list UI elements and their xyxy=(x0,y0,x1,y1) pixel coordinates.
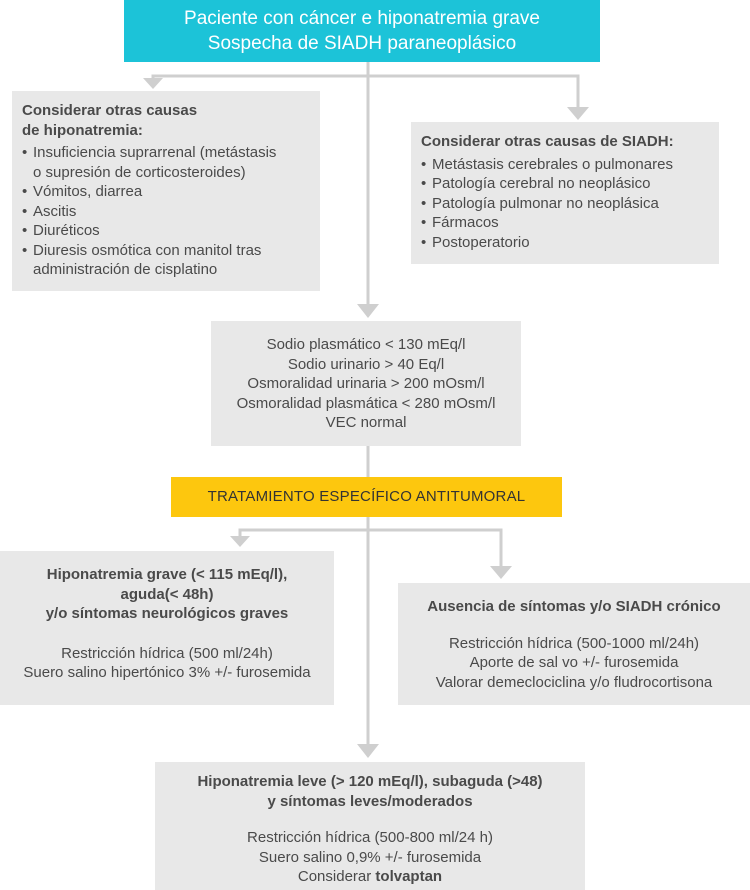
chronic-treatment-line: Restricción hídrica (500-1000 ml/24h) xyxy=(448,634,700,652)
mild-treatment-line: Restricción hídrica (500-800 ml/24 h) xyxy=(247,829,493,846)
list-item-text: Vómitos, diarrea xyxy=(33,183,143,200)
list-item: Patología cerebral no neoplásico xyxy=(421,174,709,194)
lab-criterion: VEC normal xyxy=(325,414,407,431)
lab-criterion: Osmoralidad plasmática < 280 mOsm/l xyxy=(236,394,496,412)
title-line: Hiponatremia leve (> 120 mEq/l), subagud… xyxy=(197,773,543,790)
tolvaptan-label: tolvaptan xyxy=(375,868,443,885)
mild-title: Hiponatremia leve (> 120 mEq/l), subagud… xyxy=(155,772,585,811)
other-causes-hyponatremia-title: Considerar otras causas de hiponatremia: xyxy=(22,101,310,140)
arrowhead-labs xyxy=(357,304,379,318)
severe-title: Hiponatremia grave (< 115 mEq/l), aguda(… xyxy=(0,565,334,624)
lab-criterion: Sodio plasmático < 130 mEq/l xyxy=(266,336,466,353)
list-item: Diuresis osmótica con manitol tras admin… xyxy=(22,241,310,280)
mild-treatment-line: Considerar tolvaptan xyxy=(155,867,585,887)
other-causes-siadh-title: Considerar otras causas de SIADH: xyxy=(421,133,674,150)
list-item-text: Diuréticos xyxy=(33,222,100,239)
list-item: Postoperatorio xyxy=(421,233,709,253)
other-causes-hyponatremia-box: Considerar otras causas de hiponatremia:… xyxy=(12,91,320,291)
list-item-text: administración de cisplatino xyxy=(33,261,218,278)
mild-hyponatremia-box: Hiponatremia leve (> 120 mEq/l), subagud… xyxy=(155,762,585,890)
arrowhead-right-causes xyxy=(567,107,589,120)
severe-treatment-line: Restricción hídrica (500 ml/24h) xyxy=(61,644,273,662)
title-line: y síntomas leves/moderados xyxy=(267,792,473,810)
arrowhead-chronic xyxy=(490,566,512,579)
title-line: de hiponatremia: xyxy=(22,121,143,139)
tolvaptan-prefix: Considerar xyxy=(297,868,376,885)
list-item: Diuréticos xyxy=(22,221,310,241)
chronic-treatment-line: Valorar demeclociclina y/o fludrocortiso… xyxy=(435,673,713,691)
title-line: Considerar otras causas xyxy=(22,102,198,119)
list-item: Patología pulmonar no neoplásica xyxy=(421,194,709,214)
title-line: y/o síntomas neurológicos graves xyxy=(45,605,289,622)
severe-treatment-line: Suero salino hipertónico 3% +/- furosemi… xyxy=(23,664,311,681)
lab-criterion: Sodio urinario > 40 Eq/l xyxy=(287,355,445,373)
hyponatremia-causes-list: Insuficiencia suprarrenal (metástasis o … xyxy=(22,143,310,280)
arrowhead-mild xyxy=(357,744,379,758)
arrowhead-left-causes xyxy=(143,78,163,89)
arrowhead-severe xyxy=(230,536,250,547)
siadh-causes-list: Metástasis cerebrales o pulmonares Patol… xyxy=(421,155,709,253)
list-item-text: Diuresis osmótica con manitol tras xyxy=(33,241,262,259)
list-item: Fármacos xyxy=(421,213,709,233)
list-item-text: Insuficiencia suprarrenal (metástasis xyxy=(33,144,277,161)
start-node-line2: Sospecha de SIADH paraneoplásico xyxy=(207,33,517,54)
antitumoral-treatment-label: TRATAMIENTO ESPECÍFICO ANTITUMORAL xyxy=(207,488,526,505)
mild-treatment-line: Suero salino 0,9% +/- furosemida xyxy=(258,848,482,866)
list-item-text: Ascitis xyxy=(33,202,77,220)
lab-criterion: Osmoralidad urinaria > 200 mOsm/l xyxy=(247,375,485,392)
antitumoral-treatment-box: TRATAMIENTO ESPECÍFICO ANTITUMORAL xyxy=(171,477,562,517)
list-item: Vómitos, diarrea xyxy=(22,182,310,202)
chronic-treatment-line: Aporte de sal vo +/- furosemida xyxy=(469,654,679,671)
list-item-text: o supresión de corticosteroides) xyxy=(33,163,246,181)
start-node-box: Paciente con cáncer e hiponatremia grave… xyxy=(124,0,600,62)
lab-criteria-box: Sodio plasmático < 130 mEq/l Sodio urina… xyxy=(211,321,521,446)
chronic-siadh-box: Ausencia de síntomas y/o SIADH crónico R… xyxy=(398,583,750,705)
list-item: Ascitis xyxy=(22,202,310,222)
list-item: Metástasis cerebrales o pulmonares xyxy=(421,155,709,175)
title-line: Hiponatremia grave (< 115 mEq/l), xyxy=(46,566,288,583)
chronic-title: Ausencia de síntomas y/o SIADH crónico xyxy=(427,598,721,615)
severe-hyponatremia-box: Hiponatremia grave (< 115 mEq/l), aguda(… xyxy=(0,551,334,705)
list-item: Insuficiencia suprarrenal (metástasis o … xyxy=(22,143,310,182)
other-causes-siadh-box: Considerar otras causas de SIADH: Metást… xyxy=(411,122,719,264)
title-line: aguda(< 48h) xyxy=(120,585,214,603)
start-node-line1: Paciente con cáncer e hiponatremia grave xyxy=(184,8,540,29)
